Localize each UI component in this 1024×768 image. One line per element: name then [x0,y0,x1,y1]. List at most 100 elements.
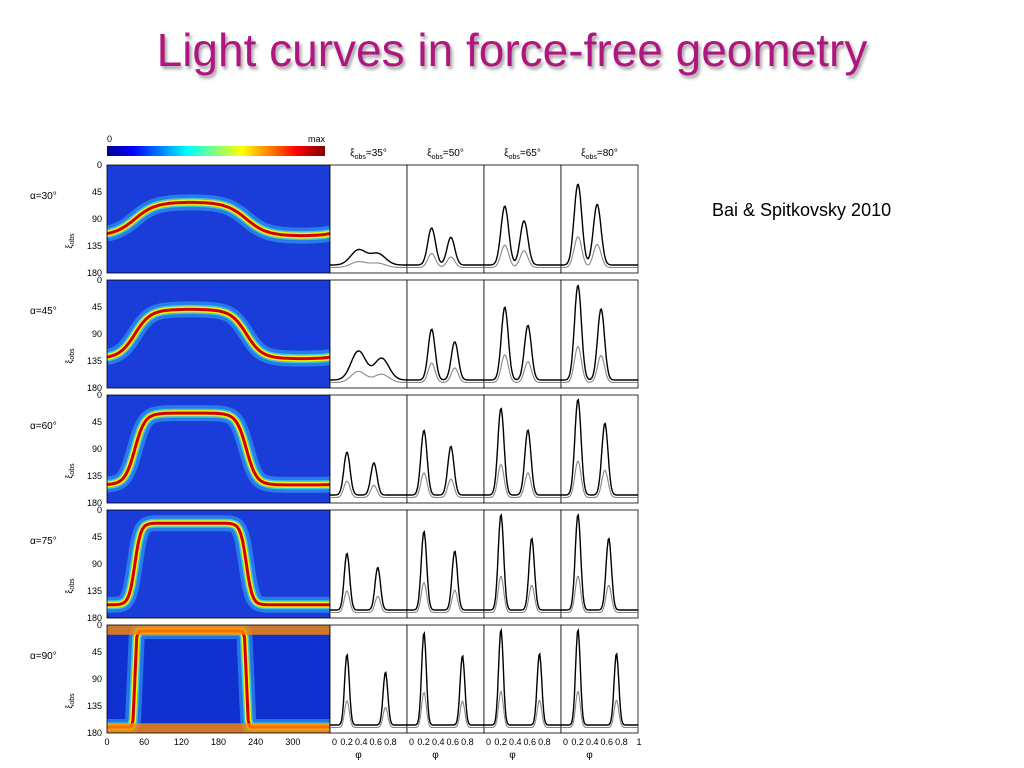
light-curve [407,429,484,496]
y-tick-label: 135 [87,241,102,251]
x-tick-label: 300 [285,737,300,747]
curve-tick-label: 0.6 [524,737,537,747]
y-axis-label: ξobs [64,233,76,249]
light-curve [330,248,407,266]
curve-tick-label: 0.4 [355,737,368,747]
citation: Bai & Spitkovsky 2010 [712,200,891,220]
y-tick-label: 135 [87,356,102,366]
heatmap [107,395,330,503]
y-label-subscript: obs [69,578,76,590]
light-curve [330,350,407,381]
light-curve [561,284,638,381]
emission-band [107,411,330,487]
y-tick-label: 135 [87,586,102,596]
curve-tick-label: 0 [486,737,491,747]
curve-tick-label: 0.8 [384,737,397,747]
emission-band [107,200,330,238]
curve-tick-label: 0.2 [571,737,584,747]
curve-tick-label: 0.8 [461,737,474,747]
header-symbol: ξ [350,148,355,159]
header-value: =65° [520,148,541,159]
curve-frame [406,279,485,389]
colorbar-max: max [308,134,326,144]
y-tick-label: 0 [97,275,102,285]
y-tick-label: 180 [87,268,102,278]
light-curve [407,252,484,269]
curve-tick-label: 0.8 [538,737,551,747]
heatmap [107,280,330,388]
light-curve [561,627,638,726]
curve-tick-label: 0 [409,737,414,747]
light-curve [330,552,407,611]
light-curve [407,362,484,384]
edge-band [107,625,330,635]
light-curve [407,530,484,611]
row-label: α=45° [30,306,57,317]
light-curve [407,582,484,614]
light-curve [407,328,484,381]
curve-tick-label: 0.6 [601,737,614,747]
y-label-symbol: ξ [64,705,74,709]
light-curve [484,513,561,611]
y-axis-label: ξobs [64,693,76,709]
light-curve [484,205,561,266]
light-curve [407,691,484,729]
header-subscript: obs [509,154,521,161]
header-value: =80° [597,148,618,159]
light-curve [561,690,638,729]
y-label-symbol: ξ [64,360,74,364]
x-tick-label: 240 [248,737,263,747]
y-tick-label: 135 [87,471,102,481]
y-label-subscript: obs [69,693,76,705]
y-tick-label: 180 [87,613,102,623]
column-header: ξobs=80° [581,148,618,161]
emission-band [107,307,330,361]
light-curve [330,480,407,499]
column-header: ξobs=65° [504,148,541,161]
colorbar-min: 0 [107,134,112,144]
curve-tick-label: 0.4 [509,737,522,747]
emission-band [107,521,330,607]
light-curve [561,460,638,499]
y-tick-label: 180 [87,383,102,393]
y-tick-label: 45 [92,417,102,427]
header-value: =50° [443,148,464,159]
column-header: ξobs=50° [427,148,464,161]
y-label-symbol: ξ [64,475,74,479]
y-tick-label: 45 [92,302,102,312]
curve-tick-label: 0.4 [586,737,599,747]
y-label-subscript: obs [69,348,76,360]
y-label-subscript: obs [69,463,76,475]
heatmap [107,165,330,273]
y-tick-label: 90 [92,559,102,569]
curve-tick-label: 0 [563,737,568,747]
curve-frame [329,279,408,389]
edge-band [107,723,330,733]
y-tick-label: 0 [97,505,102,515]
y-tick-label: 180 [87,498,102,508]
curve-tick-label: 0.2 [340,737,353,747]
curve-frame [483,394,562,504]
x-tick-label: 120 [174,737,189,747]
light-curve [484,244,561,269]
y-tick-label: 90 [92,329,102,339]
curve-frame [483,624,562,734]
light-curve [407,227,484,266]
y-label-symbol: ξ [64,245,74,249]
x-tick-label: 60 [139,737,149,747]
x-tick-label: 0 [104,737,109,747]
y-axis-label: ξobs [64,348,76,364]
light-curve [484,464,561,499]
light-curve [561,513,638,611]
y-tick-label: 90 [92,444,102,454]
curve-frame [329,509,408,619]
light-curve [561,345,638,384]
y-axis-label: ξobs [64,463,76,479]
figure: ξobs=35° ξobs=50° ξobs=65° ξobs=80°α=30°ξob… [30,148,642,761]
curve-tick-label: 0.6 [447,737,460,747]
header-symbol: ξ [427,148,432,159]
light-curve [484,354,561,384]
curve-frame [483,164,562,274]
y-label-symbol: ξ [64,590,74,594]
x-axis-label: φ [355,750,362,761]
